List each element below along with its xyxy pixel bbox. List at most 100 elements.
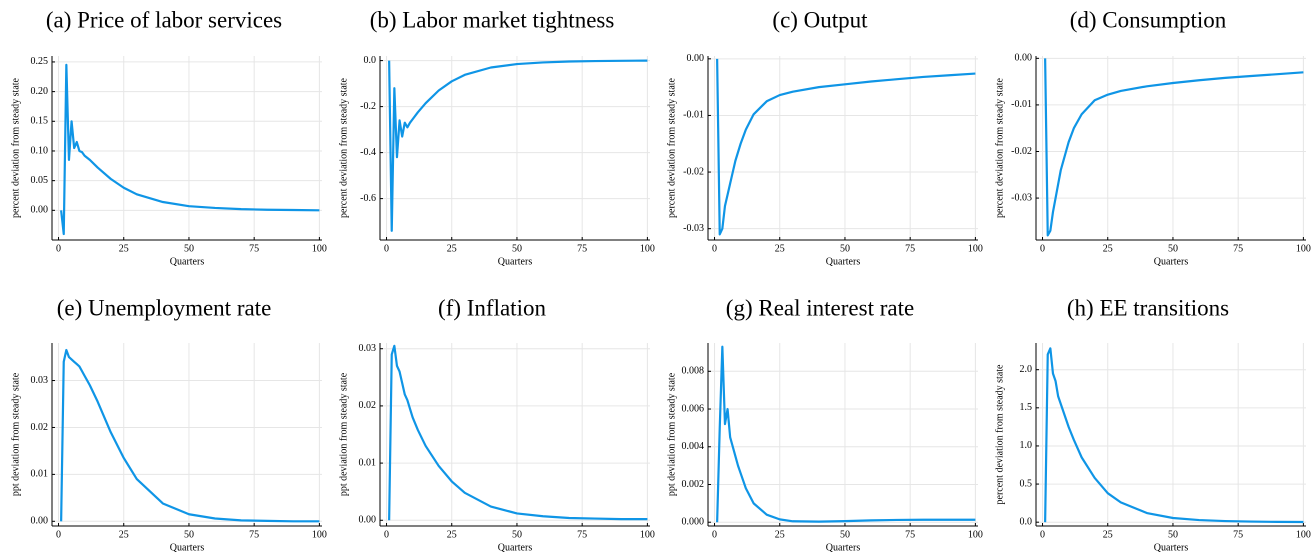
y-tick-label: 0.25 — [31, 56, 49, 67]
x-axis-label: Quarters — [1154, 542, 1189, 553]
y-tick-label: 0.02 — [31, 422, 49, 433]
line-series — [60, 63, 320, 236]
y-tick-label: 0.10 — [31, 145, 49, 156]
x-tick-label: 50 — [184, 243, 194, 254]
y-tick-label: -0.03 — [683, 223, 704, 234]
x-tick-label: 0 — [384, 243, 389, 254]
x-tick-label: 25 — [447, 529, 457, 540]
y-tick-label: 0.0 — [1020, 516, 1033, 527]
y-tick-label: 0.002 — [682, 479, 705, 490]
subplot-title: (f) Inflation — [438, 295, 546, 320]
x-axis-label: Quarters — [170, 542, 205, 553]
x-tick-label: 25 — [1103, 529, 1113, 540]
y-tick-label: 0.03 — [31, 375, 49, 386]
y-tick-label: 0.01 — [359, 457, 377, 468]
y-tick-label: 2.0 — [1020, 364, 1033, 375]
y-axis-label: percent deviation from steady state — [338, 77, 349, 218]
x-tick-label: 100 — [1296, 243, 1311, 254]
x-tick-label: 50 — [840, 243, 850, 254]
y-tick-label: 1.0 — [1020, 440, 1033, 451]
y-tick-label: 0.006 — [682, 403, 705, 414]
subplot: (c) Output 0 25 50 75 100 -0.03 -0.02 -0.01 0.00 Q… — [666, 7, 983, 267]
x-tick-label: 25 — [775, 243, 785, 254]
x-tick-label: 0 — [384, 529, 389, 540]
x-tick-label: 0 — [1040, 243, 1045, 254]
y-tick-label: 0.5 — [1020, 478, 1033, 489]
y-tick-label: 0.00 — [31, 516, 49, 527]
y-tick-label: 0.01 — [31, 469, 49, 480]
line-series — [388, 344, 648, 521]
y-axis-label: percent deviation from steady state — [10, 77, 21, 218]
y-tick-label: 0.00 — [687, 53, 705, 64]
x-axis-label: Quarters — [498, 256, 533, 267]
x-tick-label: 100 — [1296, 529, 1311, 540]
subplot-title: (c) Output — [772, 7, 868, 32]
y-axis-label: ppt deviation from steady state — [338, 372, 349, 496]
subplot: (a) Price of labor services 0 25 50 75 100 0.0… — [10, 7, 327, 267]
x-tick-label: 75 — [577, 529, 587, 540]
line-series — [716, 58, 976, 236]
x-tick-label: 75 — [249, 243, 259, 254]
x-tick-label: 50 — [512, 243, 522, 254]
x-tick-label: 100 — [640, 529, 655, 540]
x-tick-label: 50 — [512, 529, 522, 540]
x-tick-label: 50 — [1168, 243, 1178, 254]
line-series — [1044, 58, 1304, 237]
y-tick-label: 0.00 — [359, 515, 377, 526]
x-tick-label: 75 — [905, 243, 915, 254]
y-axis-label: percent deviation from steady state — [994, 364, 1005, 505]
subplot: (h) EE transitions 0 25 50 75 100 0.0 0.5 1.0 1.5… — [994, 295, 1311, 553]
y-tick-label: 0.02 — [359, 400, 377, 411]
y-tick-label: 0.00 — [31, 205, 49, 216]
x-tick-label: 75 — [1233, 243, 1243, 254]
x-tick-label: 25 — [775, 529, 785, 540]
x-tick-label: 0 — [712, 529, 717, 540]
line-series — [60, 348, 320, 523]
y-tick-label: 0.15 — [31, 116, 49, 127]
subplot-title: (a) Price of labor services — [46, 7, 282, 32]
x-axis-label: Quarters — [170, 256, 205, 267]
x-tick-label: 100 — [312, 529, 327, 540]
y-tick-label: 1.5 — [1020, 402, 1033, 413]
x-tick-label: 50 — [1168, 529, 1178, 540]
x-tick-label: 25 — [447, 243, 457, 254]
y-tick-label: 0.00 — [1015, 53, 1033, 64]
y-tick-label: 0.03 — [359, 343, 377, 354]
x-tick-label: 100 — [968, 243, 983, 254]
y-tick-label: -0.01 — [1011, 99, 1032, 110]
x-tick-label: 0 — [56, 243, 61, 254]
x-tick-label: 0 — [1040, 529, 1045, 540]
x-tick-label: 100 — [640, 243, 655, 254]
line-series — [1044, 347, 1304, 524]
y-tick-label: -0.6 — [360, 193, 376, 204]
y-tick-label: -0.02 — [1011, 146, 1032, 157]
x-tick-label: 100 — [968, 529, 983, 540]
y-axis-label: percent deviation from steady state — [994, 77, 1005, 218]
y-tick-label: 0.05 — [31, 175, 49, 186]
y-tick-label: -0.01 — [683, 110, 704, 121]
x-tick-label: 0 — [712, 243, 717, 254]
x-tick-label: 75 — [905, 529, 915, 540]
x-tick-label: 0 — [56, 529, 61, 540]
x-axis-label: Quarters — [1154, 256, 1189, 267]
line-series — [716, 345, 976, 523]
x-tick-label: 100 — [312, 243, 327, 254]
y-tick-label: -0.03 — [1011, 192, 1032, 203]
subplot: (d) Consumption 0 25 50 75 100 -0.03 -0.02 -0.01… — [994, 7, 1311, 267]
x-axis-label: Quarters — [826, 542, 861, 553]
y-tick-label: 0.008 — [682, 366, 705, 377]
y-axis-label: ppt deviation from steady state — [666, 372, 677, 496]
y-axis-label: ppt deviation from steady state — [10, 372, 21, 496]
x-tick-label: 25 — [119, 243, 129, 254]
x-tick-label: 50 — [840, 529, 850, 540]
y-axis-label: percent deviation from steady state — [666, 77, 677, 218]
subplot-title: (b) Labor market tightness — [370, 7, 615, 32]
subplot: (b) Labor market tightness 0 25 50 75 100 -0.6… — [338, 7, 655, 267]
y-tick-label: -0.02 — [683, 166, 704, 177]
y-tick-label: 0.20 — [31, 86, 49, 97]
subplot: (f) Inflation 0 25 50 75 100 0.00 0.01 0.02 0.03 Q… — [338, 295, 655, 553]
x-tick-label: 25 — [1103, 243, 1113, 254]
x-tick-label: 75 — [249, 529, 259, 540]
x-axis-label: Quarters — [498, 542, 533, 553]
